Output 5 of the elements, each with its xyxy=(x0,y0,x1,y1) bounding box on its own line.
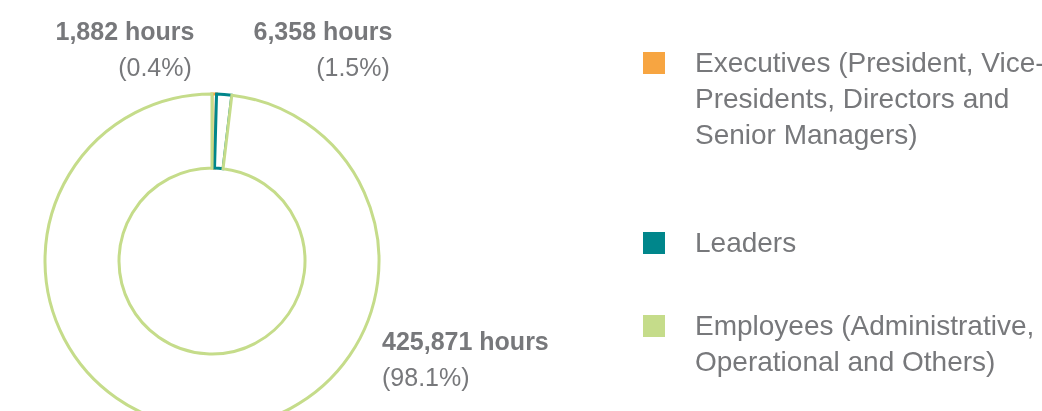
data-label: 1,882 hours (0.4%) xyxy=(55,17,195,81)
legend-label: Leaders xyxy=(695,226,798,260)
data-label: 6,358 hours (1.5%) xyxy=(253,17,393,81)
legend-label: Employees (Administrative, Operational and Others) xyxy=(695,309,1036,379)
data-label: 425,871 hours (98.1%) xyxy=(382,327,549,391)
